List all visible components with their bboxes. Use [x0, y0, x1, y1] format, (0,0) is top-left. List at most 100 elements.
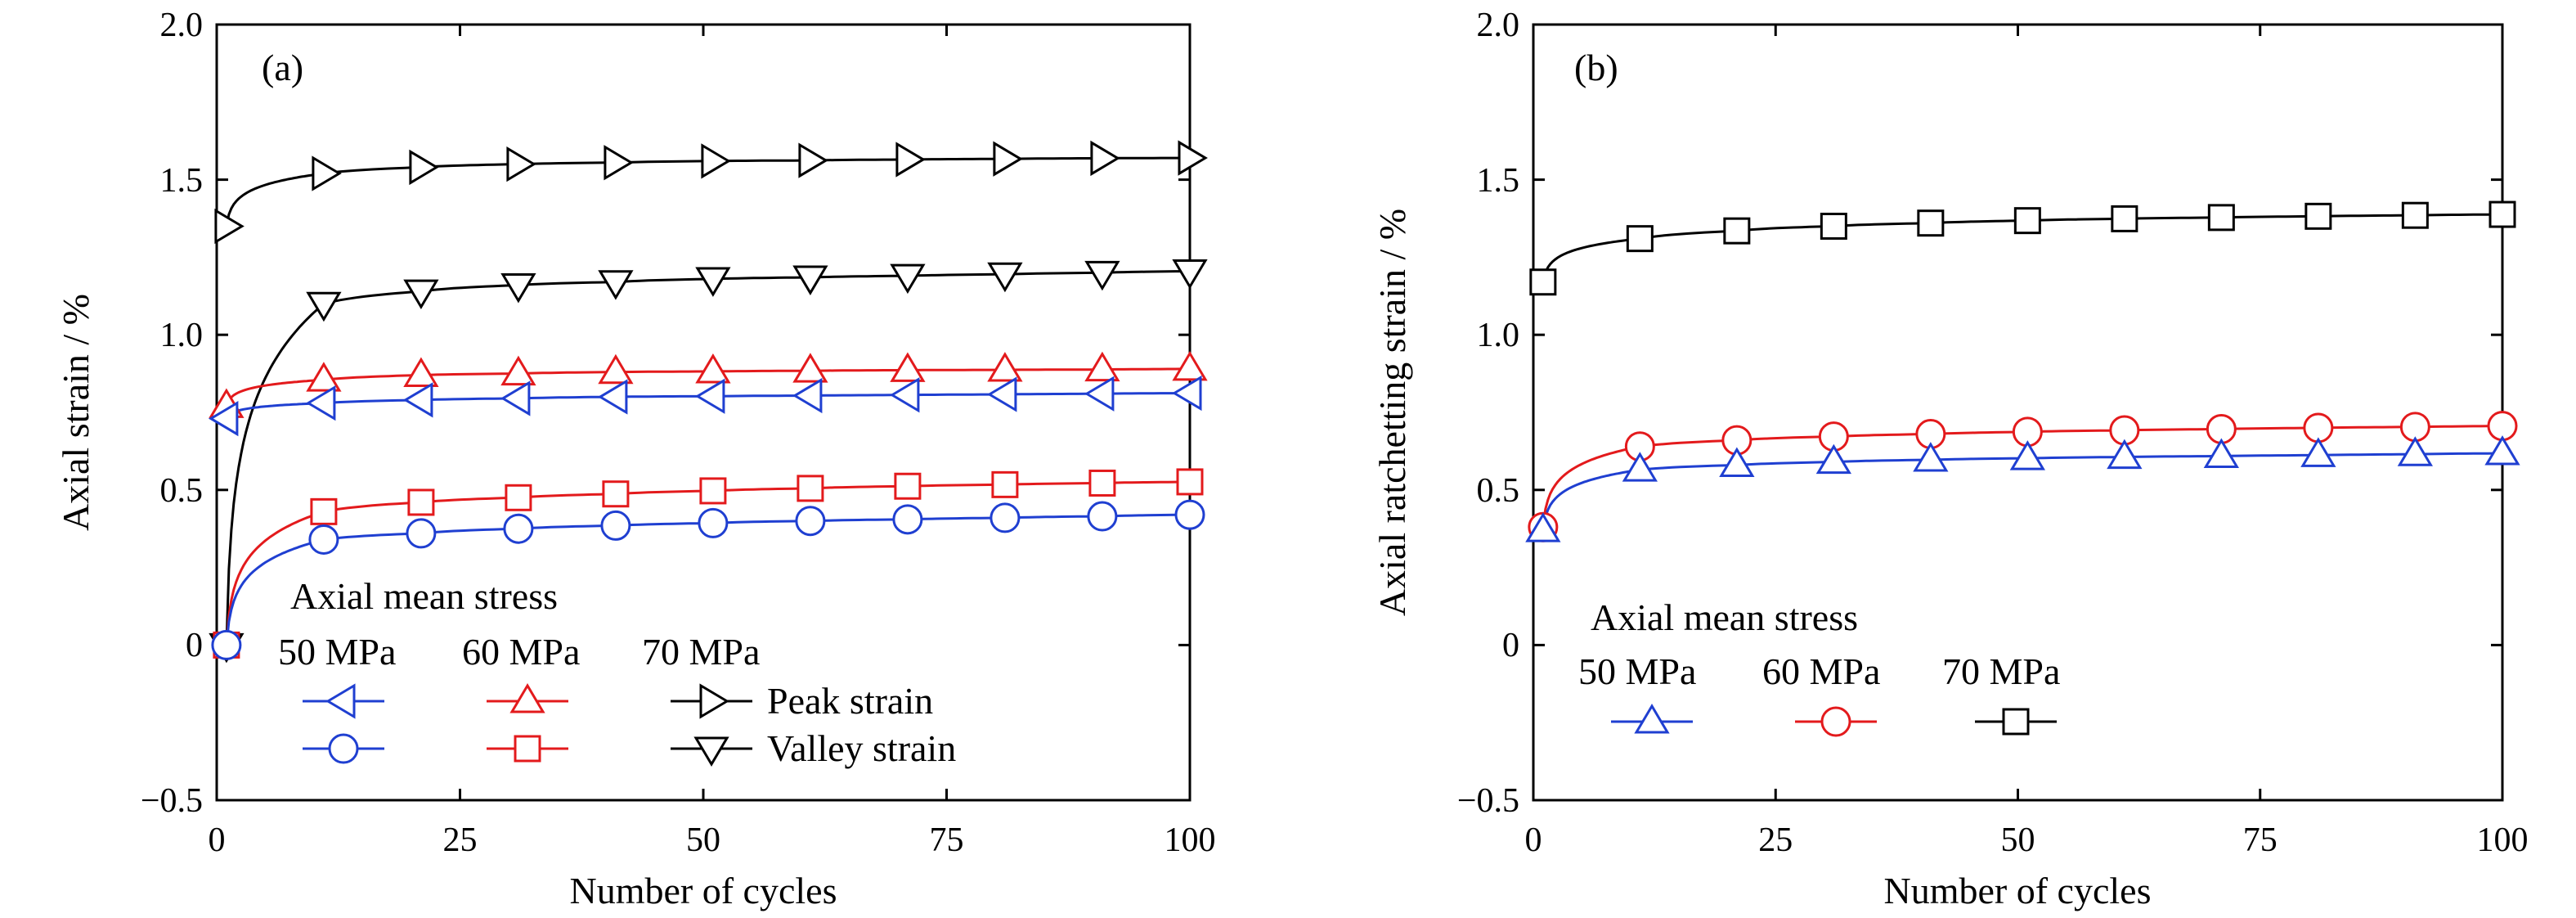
data-point	[308, 524, 339, 555]
x-tick-label: 100	[2477, 821, 2529, 859]
data-point	[1723, 217, 1751, 245]
legend-row-valley-a: Valley strain	[767, 727, 956, 769]
data-point	[1174, 499, 1205, 530]
y-tick-label: 2.0	[160, 7, 204, 44]
data-point	[993, 141, 1023, 177]
data-point	[890, 263, 926, 295]
data-point	[598, 353, 634, 385]
tick-marks-b	[1532, 23, 2504, 802]
chart-a: (a) Number of cycles Axial strain / % 0 …	[55, 7, 1216, 911]
data-point	[211, 629, 242, 660]
data-point	[1084, 351, 1120, 382]
data-point	[1178, 140, 1208, 176]
x-tick-label: 0	[209, 821, 226, 859]
x-tick-label: 75	[930, 821, 964, 859]
data-point	[695, 267, 731, 297]
data-point	[208, 400, 239, 437]
legend-marker	[1634, 704, 1670, 734]
y-tick-label: 0	[1502, 627, 1519, 664]
data-point	[1815, 443, 1851, 475]
data-point	[503, 513, 534, 544]
data-point	[506, 146, 536, 182]
data-point	[500, 273, 536, 304]
x-tick-label: 50	[2001, 821, 2035, 859]
data-point	[1088, 469, 1116, 497]
legend-marker	[1820, 706, 1851, 737]
y-ticks-b: −0.5 0 0.5 1.0 1.5 2.0	[1457, 7, 1519, 820]
data-point	[1622, 452, 1658, 482]
data-point	[792, 377, 823, 414]
data-point	[500, 380, 531, 416]
data-point	[892, 504, 923, 535]
legend-b: Axial mean stress 50 MPa 60 MPa 70 MPa	[1578, 596, 2060, 737]
data-point	[1913, 442, 1949, 472]
data-point	[792, 265, 828, 295]
x-ticks-b: 0 25 50 75 100	[1525, 821, 2529, 859]
data-point	[500, 355, 536, 386]
data-point	[2207, 204, 2235, 232]
series-line	[225, 480, 1191, 646]
legend-title-a: Axial mean stress	[290, 575, 558, 617]
y-tick-label: −0.5	[141, 782, 203, 820]
legend-marker	[325, 683, 356, 719]
data-point	[699, 477, 727, 505]
data-point	[2300, 437, 2336, 467]
data-point	[312, 155, 342, 191]
data-point	[1626, 225, 1654, 253]
y-tick-label: −0.5	[1457, 782, 1519, 820]
legend-a: Axial mean stress 50 MPa 60 MPa 70 MPa P…	[278, 575, 956, 769]
y-tick-label: 1.5	[160, 162, 204, 200]
data-point	[1719, 447, 1755, 477]
data-point	[402, 382, 433, 418]
series-group-a	[208, 140, 1208, 664]
legend-col-50-a: 50 MPa	[278, 631, 396, 673]
data-point	[695, 353, 731, 384]
data-point	[2009, 440, 2045, 470]
y-axis-label-a: Axial strain / %	[55, 294, 96, 531]
data-point	[2013, 207, 2041, 235]
data-point	[990, 502, 1021, 533]
data-point	[1172, 375, 1202, 412]
panel-label-a: (a)	[262, 47, 303, 88]
legend-col-50-b: 50 MPa	[1578, 650, 1696, 692]
y-axis-label-b: Axial ratchetting strain / %	[1371, 209, 1413, 616]
data-point	[306, 291, 342, 322]
legend-marker	[2002, 708, 2030, 736]
data-point	[986, 376, 1017, 412]
legend-marker	[328, 733, 359, 764]
x-tick-label: 25	[1758, 821, 1793, 859]
data-point	[2107, 439, 2143, 470]
data-point	[1172, 350, 1208, 381]
data-point	[2203, 438, 2239, 468]
data-point	[890, 352, 926, 382]
data-point	[889, 377, 920, 413]
y-tick-label: 0	[186, 627, 203, 664]
legend-marker	[514, 735, 541, 763]
data-point	[406, 518, 437, 549]
data-point	[2397, 436, 2433, 466]
data-point	[604, 145, 634, 181]
x-axis-label-a: Number of cycles	[570, 870, 837, 911]
tick-marks-a	[215, 23, 1192, 802]
y-tick-label: 1.0	[1477, 317, 1520, 354]
data-point	[2484, 435, 2520, 466]
data-point	[2488, 200, 2516, 228]
data-point	[598, 270, 634, 300]
legend-row-peak-a: Peak strain	[767, 680, 933, 722]
data-point	[1820, 212, 1847, 240]
legend-col-70-a: 70 MPa	[642, 631, 760, 673]
data-point	[403, 279, 439, 310]
data-point	[597, 379, 628, 415]
data-point	[694, 378, 725, 414]
data-point	[305, 385, 336, 421]
legend-title-b: Axial mean stress	[1591, 596, 1858, 638]
data-point	[409, 149, 439, 186]
data-point	[1084, 260, 1120, 291]
data-point	[1917, 209, 1945, 237]
data-point	[698, 507, 729, 538]
data-point	[795, 506, 826, 537]
legend-marker	[509, 683, 545, 713]
data-point	[505, 484, 532, 511]
x-axis-label-b: Number of cycles	[1884, 870, 2152, 911]
